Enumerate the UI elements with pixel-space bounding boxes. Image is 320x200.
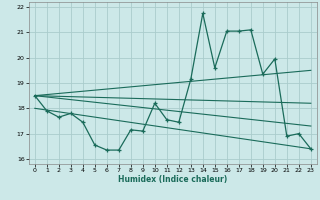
X-axis label: Humidex (Indice chaleur): Humidex (Indice chaleur) [118,175,228,184]
